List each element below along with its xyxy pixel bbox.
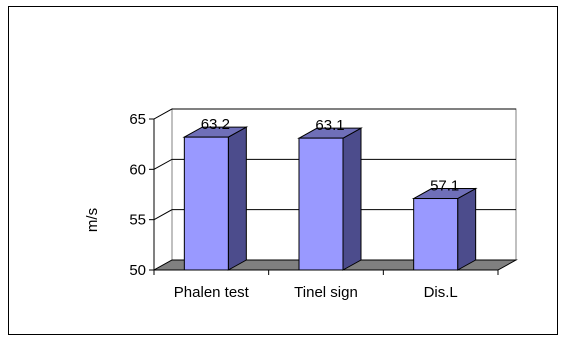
bar-side (227, 126, 247, 271)
bar-side (457, 187, 477, 271)
y-axis: 50 55 60 65 (129, 111, 155, 279)
bar-front (183, 136, 229, 271)
bars: 63.2 63.1 57.1 (182, 116, 478, 271)
y-tick-label: 55 (129, 212, 146, 229)
gridline (153, 108, 516, 120)
y-tick-label: 60 (129, 161, 146, 178)
gridlines (153, 108, 516, 221)
x-tick-label: Tinel sign (294, 284, 358, 301)
bar-side (342, 127, 362, 271)
bar-front (413, 198, 459, 271)
bar (182, 126, 249, 271)
x-tick-label: Dis.L (424, 284, 458, 301)
data-label: 63.1 (315, 117, 344, 134)
y-axis-label: m/s (84, 208, 101, 232)
gridline (153, 209, 516, 221)
bar-front (298, 137, 344, 271)
gridline (153, 158, 516, 170)
side-wall (153, 108, 173, 271)
data-label: 57.1 (430, 178, 459, 195)
bar (411, 187, 478, 271)
x-axis: Phalen test Tinel sign Dis.L (153, 269, 499, 301)
x-tick-label: Phalen test (174, 284, 250, 301)
bar (297, 127, 363, 271)
y-tick-label: 65 (129, 111, 146, 128)
y-tick-label: 50 (129, 262, 146, 279)
data-label: 63.2 (201, 116, 230, 133)
